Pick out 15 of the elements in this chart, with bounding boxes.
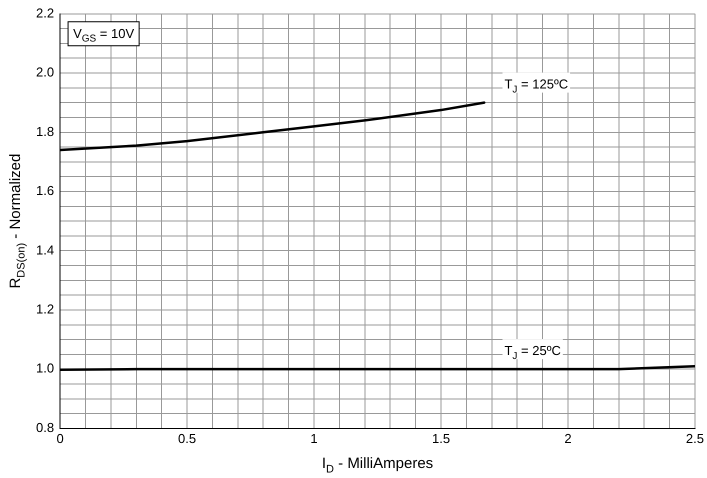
y-tick-label: 1.6 bbox=[36, 183, 54, 198]
y-tick-label: 0.8 bbox=[36, 420, 54, 435]
y-axis-title: RDS(on) - Normalized bbox=[7, 154, 28, 289]
x-tick-label: 2.5 bbox=[686, 430, 704, 446]
x-tick-label: 1 bbox=[310, 430, 318, 446]
y-tick-label: 2.2 bbox=[36, 5, 54, 20]
y-tick-label: 1.4 bbox=[36, 242, 54, 258]
x-tick-label: 0.5 bbox=[178, 430, 196, 446]
x-tick-label: 2 bbox=[564, 430, 572, 446]
x-tick-label: 0 bbox=[56, 430, 64, 446]
x-tick-label: 1.5 bbox=[432, 430, 450, 446]
y-tick-label: 1.8 bbox=[36, 124, 54, 139]
y-tick-label: 2.0 bbox=[36, 64, 54, 80]
y-tick-label: 1.2 bbox=[36, 302, 54, 317]
y-tick-label: 1.0 bbox=[36, 360, 54, 376]
